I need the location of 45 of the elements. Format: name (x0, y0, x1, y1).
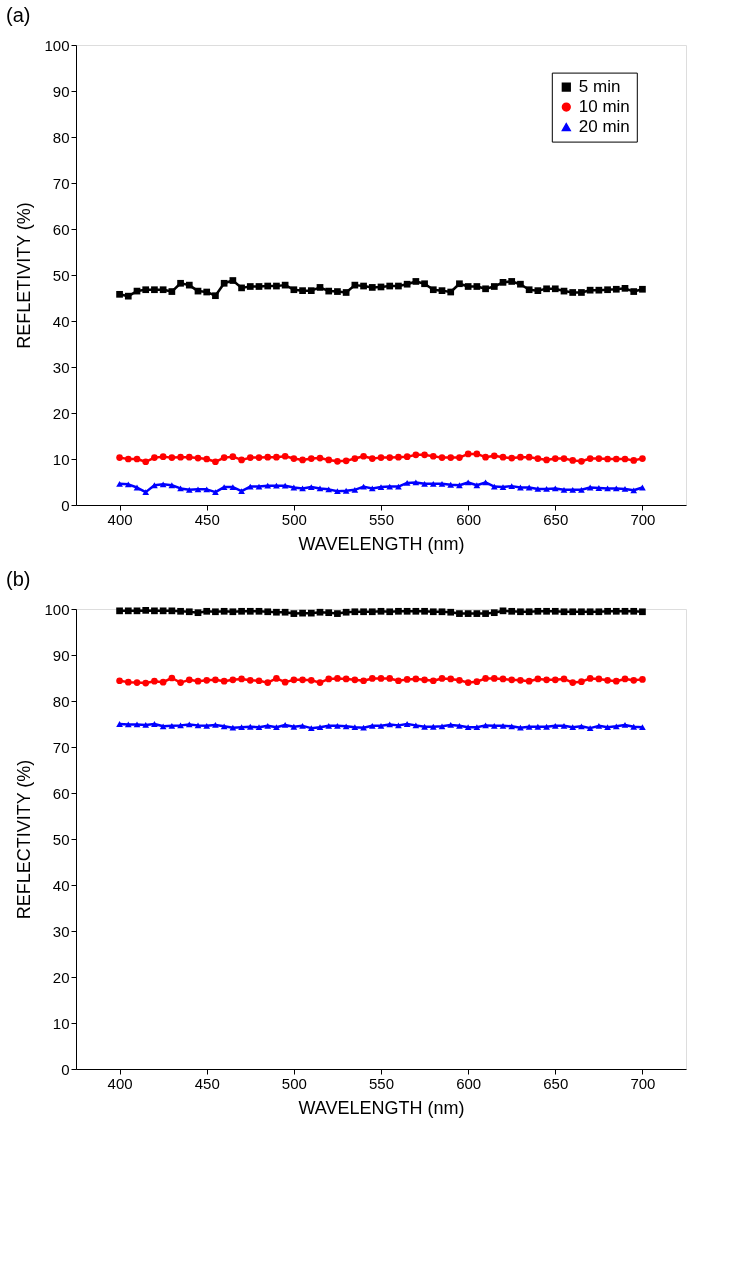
x-tick-label: 400 (107, 510, 133, 528)
y-tick-label: 10 (52, 450, 70, 468)
y-axis-title: REFLECTIVITY (%) (14, 759, 35, 920)
y-axis-title: REFLETIVITY (%) (14, 202, 35, 349)
x-tick-label: 450 (194, 510, 220, 528)
x-tick-label: 600 (456, 510, 482, 528)
legend-label: 20 min (578, 117, 630, 137)
y-tick-label: 0 (61, 1060, 70, 1078)
legend-label: 10 min (578, 97, 630, 117)
x-tick-label: 400 (107, 1074, 133, 1092)
y-tick-label: 90 (52, 646, 70, 664)
y-tick-label: 100 (44, 36, 70, 54)
x-tick-label: 450 (194, 1074, 220, 1092)
legend-label: 5 min (578, 77, 621, 97)
y-tick-label: 50 (52, 266, 70, 284)
x-axis-title: WAVELENGTH (nm) (298, 1097, 465, 1118)
y-tick-label: 10 (52, 1014, 70, 1032)
y-tick-label: 30 (52, 922, 70, 940)
y-tick-label: 20 (52, 404, 70, 422)
y-tick-label: 90 (52, 82, 70, 100)
x-tick-label: 650 (543, 510, 569, 528)
x-tick-label: 550 (368, 510, 395, 528)
x-tick-label: 700 (630, 510, 656, 528)
y-tick-label: 80 (52, 692, 70, 710)
y-tick-label: 0 (61, 496, 70, 514)
chart-title: (b) (6, 568, 31, 590)
x-tick-label: 600 (456, 1074, 482, 1092)
x-tick-label: 500 (281, 510, 307, 528)
x-tick-label: 700 (630, 1074, 656, 1092)
y-tick-label: 50 (52, 830, 70, 848)
x-tick-label: 650 (543, 1074, 569, 1092)
chart-title: (a) (6, 4, 31, 26)
y-tick-label: 100 (44, 600, 70, 618)
y-tick-label: 70 (52, 738, 70, 756)
y-tick-label: 40 (52, 876, 70, 894)
y-tick-label: 40 (52, 312, 70, 330)
y-tick-label: 60 (52, 220, 70, 238)
y-tick-label: 80 (52, 128, 70, 146)
y-tick-label: 30 (52, 358, 70, 376)
x-tick-label: 550 (368, 1074, 395, 1092)
x-tick-label: 500 (281, 1074, 307, 1092)
y-tick-label: 70 (52, 174, 70, 192)
y-tick-label: 20 (52, 968, 70, 986)
y-tick-label: 60 (52, 784, 70, 802)
x-axis-title: WAVELENGTH (nm) (298, 533, 465, 554)
